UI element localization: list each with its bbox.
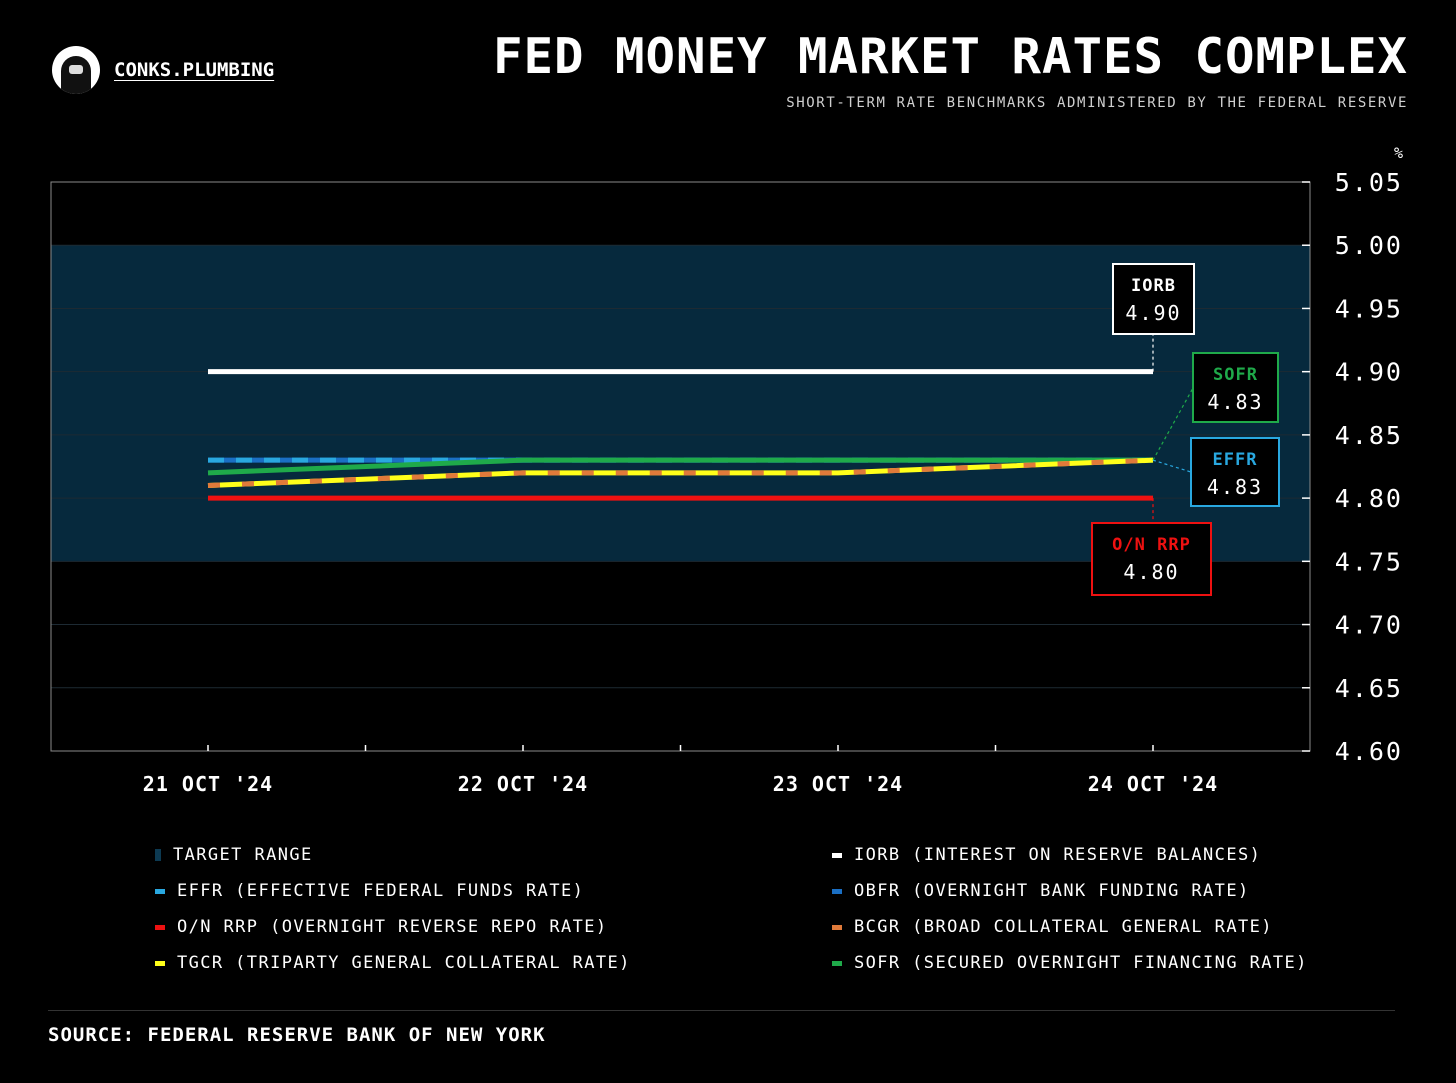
callout-iorb-box xyxy=(1112,263,1195,335)
legend-label: BCGR (BROAD COLLATERAL GENERAL RATE) xyxy=(854,917,1273,937)
legend-label: EFFR (EFFECTIVE FEDERAL FUNDS RATE) xyxy=(177,881,585,901)
legend-item-sofr: SOFR (SECURED OVERNIGHT FINANCING RATE) xyxy=(832,953,1308,973)
callout-sofr-value: 4.83 xyxy=(1207,390,1263,414)
legend-item-obfr: OBFR (OVERNIGHT BANK FUNDING RATE) xyxy=(832,881,1250,901)
legend-swatch xyxy=(832,960,842,966)
y-tick-label: 4.85 xyxy=(1335,421,1403,450)
legend-swatch xyxy=(832,852,842,858)
brand: CONKS.PLUMBING xyxy=(52,46,274,94)
x-tick-label: 21 OCT '24 xyxy=(143,772,273,796)
x-tick-label: 22 OCT '24 xyxy=(458,772,588,796)
source-note: SOURCE: FEDERAL RESERVE BANK OF NEW YORK xyxy=(48,1024,546,1046)
callout-effr-box xyxy=(1190,437,1280,507)
callout-o-n-rrp-value: 4.80 xyxy=(1123,560,1179,584)
x-tick-label: 23 OCT '24 xyxy=(773,772,903,796)
brand-name[interactable]: CONKS.PLUMBING xyxy=(114,59,275,81)
y-tick-label: 4.60 xyxy=(1335,737,1403,766)
y-tick-label: 4.95 xyxy=(1335,294,1403,323)
legend-item-iorb: IORB (INTEREST ON RESERVE BALANCES) xyxy=(832,845,1261,865)
y-tick-label: 4.75 xyxy=(1335,547,1403,576)
ninja-avatar-icon xyxy=(52,46,100,94)
y-axis-unit: % xyxy=(1394,144,1403,162)
callout-o-n-rrp-label: O/N RRP xyxy=(1112,535,1191,555)
y-tick-label: 4.90 xyxy=(1335,358,1403,387)
y-tick-label: 4.65 xyxy=(1335,674,1403,703)
y-tick-label: 4.70 xyxy=(1335,611,1403,640)
y-tick-label: 5.05 xyxy=(1335,168,1403,197)
x-tick-label: 24 OCT '24 xyxy=(1088,772,1218,796)
legend-label: TARGET RANGE xyxy=(173,845,313,865)
legend-label: O/N RRP (OVERNIGHT REVERSE REPO RATE) xyxy=(177,917,608,937)
footer-divider xyxy=(48,1010,1395,1011)
legend-swatch xyxy=(832,888,842,894)
legend-swatch xyxy=(155,960,165,966)
page-title: FED MONEY MARKET RATES COMPLEX xyxy=(492,28,1408,85)
callout-effr-leader xyxy=(1152,459,1192,473)
legend-item-o-n-rrp: O/N RRP (OVERNIGHT REVERSE REPO RATE) xyxy=(155,917,608,937)
y-tick-label: 4.80 xyxy=(1335,484,1403,513)
legend-swatch xyxy=(832,924,842,930)
legend-item-effr: EFFR (EFFECTIVE FEDERAL FUNDS RATE) xyxy=(155,881,584,901)
page-subtitle: SHORT-TERM RATE BENCHMARKS ADMINISTERED … xyxy=(786,95,1408,111)
series-line-sofr xyxy=(207,457,1153,476)
legend-label: SOFR (SECURED OVERNIGHT FINANCING RATE) xyxy=(854,953,1308,973)
legend-item-target-range: TARGET RANGE xyxy=(155,845,313,865)
callout-sofr-box xyxy=(1192,352,1279,423)
legend-label: IORB (INTEREST ON RESERVE BALANCES) xyxy=(854,845,1262,865)
callout-effr-label: EFFR xyxy=(1213,450,1258,470)
legend-swatch xyxy=(155,924,165,930)
legend-swatch xyxy=(155,849,161,861)
series-line-bcgr xyxy=(207,457,1154,488)
legend-swatch xyxy=(155,888,165,894)
callout-sofr-leader xyxy=(1152,387,1194,461)
callout-iorb-label: IORB xyxy=(1131,276,1176,296)
callout-iorb-value: 4.90 xyxy=(1125,301,1181,325)
y-tick-label: 5.00 xyxy=(1335,231,1403,260)
callout-sofr-label: SOFR xyxy=(1213,365,1258,385)
legend-label: TGCR (TRIPARTY GENERAL COLLATERAL RATE) xyxy=(177,953,631,973)
legend-item-tgcr: TGCR (TRIPARTY GENERAL COLLATERAL RATE) xyxy=(155,953,631,973)
callout-o-n-rrp-box xyxy=(1091,522,1212,596)
callout-effr-value: 4.83 xyxy=(1207,475,1263,499)
rates-chart: 5.05 5.00 4.95 4.90 4.85 4.80 4.75 4.70 4.65 4.60… xyxy=(50,144,1403,796)
legend-item-bcgr: BCGR (BROAD COLLATERAL GENERAL RATE) xyxy=(832,917,1273,937)
legend-label: OBFR (OVERNIGHT BANK FUNDING RATE) xyxy=(854,881,1250,901)
target-range-band xyxy=(51,245,1310,562)
